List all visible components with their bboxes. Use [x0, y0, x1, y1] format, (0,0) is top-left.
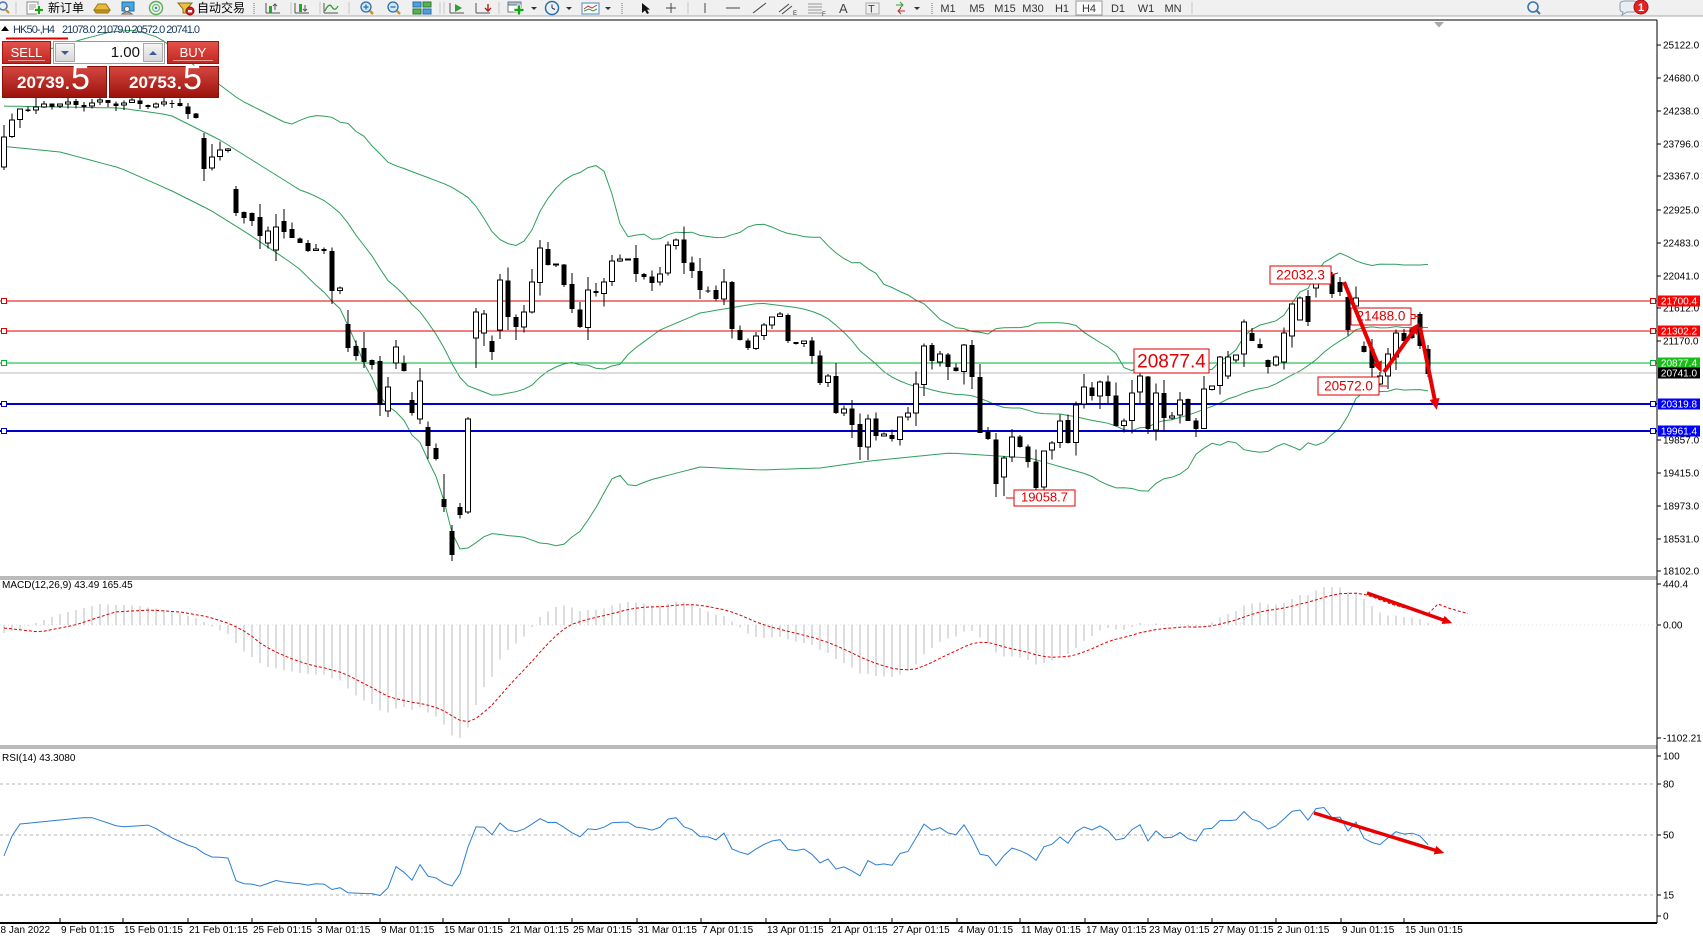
svg-text:20741.0: 20741.0: [1661, 369, 1698, 380]
svg-text:F: F: [822, 12, 826, 18]
svg-text:13 Apr 01:15: 13 Apr 01:15: [767, 925, 824, 936]
svg-text:50: 50: [1663, 831, 1675, 842]
svg-text:HK50-,H4: HK50-,H4: [13, 24, 55, 36]
svg-text:27 May 01:15: 27 May 01:15: [1213, 925, 1274, 936]
svg-text:25122.0: 25122.0: [1663, 41, 1700, 52]
svg-text:M1: M1: [940, 3, 955, 15]
svg-text:21302.2: 21302.2: [1661, 327, 1698, 338]
svg-text:1: 1: [1638, 2, 1644, 14]
svg-text:19961.4: 19961.4: [1661, 427, 1698, 438]
svg-text:24680.0: 24680.0: [1663, 74, 1700, 85]
svg-text:15 Feb 01:15: 15 Feb 01:15: [124, 925, 183, 936]
svg-text:H4: H4: [1082, 3, 1096, 15]
svg-text:25 Mar 01:15: 25 Mar 01:15: [573, 925, 632, 936]
svg-text:20877.4: 20877.4: [1137, 352, 1206, 373]
svg-text:24238.0: 24238.0: [1663, 107, 1700, 118]
svg-text:18102.0: 18102.0: [1663, 567, 1700, 578]
svg-text:M5: M5: [969, 3, 984, 15]
svg-text:9 Mar 01:15: 9 Mar 01:15: [381, 925, 435, 936]
svg-text:W1: W1: [1138, 3, 1155, 15]
svg-text:23367.0: 23367.0: [1663, 172, 1700, 183]
svg-text:21 Feb 01:15: 21 Feb 01:15: [189, 925, 248, 936]
svg-text:15 Jun 01:15: 15 Jun 01:15: [1405, 925, 1463, 936]
svg-text:9 Jun 01:15: 9 Jun 01:15: [1342, 925, 1395, 936]
svg-text:15: 15: [1663, 891, 1675, 902]
svg-text:M15: M15: [994, 3, 1015, 15]
svg-text:21488.0: 21488.0: [1357, 309, 1406, 324]
svg-text:20877.4: 20877.4: [1661, 359, 1698, 370]
svg-text:0.00: 0.00: [1663, 621, 1683, 632]
svg-text:A: A: [839, 1, 848, 16]
svg-text:21170.0: 21170.0: [1663, 337, 1699, 348]
svg-text:22041.0: 22041.0: [1663, 272, 1700, 283]
svg-text:21612.0: 21612.0: [1663, 304, 1700, 315]
svg-text:21078.0 21079.0 20572.0 20741.: 21078.0 21079.0 20572.0 20741.0: [62, 24, 200, 36]
svg-text:23 May 01:15: 23 May 01:15: [1149, 925, 1210, 936]
svg-text:11 May 01:15: 11 May 01:15: [1021, 925, 1081, 936]
svg-text:自动交易: 自动交易: [197, 0, 245, 15]
svg-text:18973.0: 18973.0: [1663, 502, 1700, 513]
svg-text:22925.0: 22925.0: [1663, 206, 1700, 217]
svg-text:20319.8: 20319.8: [1661, 400, 1698, 411]
svg-text:RSI(14) 43.3080: RSI(14) 43.3080: [2, 753, 76, 764]
svg-text:H1: H1: [1055, 3, 1069, 15]
svg-text:17 May 01:15: 17 May 01:15: [1086, 925, 1147, 936]
svg-text:27 Apr 01:15: 27 Apr 01:15: [893, 925, 950, 936]
svg-text:MACD(12,26,9) 43.49 165.45: MACD(12,26,9) 43.49 165.45: [2, 580, 133, 591]
svg-text:新订单: 新订单: [48, 0, 84, 15]
svg-text:100: 100: [1663, 752, 1680, 763]
svg-text:23796.0: 23796.0: [1663, 140, 1700, 151]
svg-text:4 May 01:15: 4 May 01:15: [958, 925, 1013, 936]
svg-text:D1: D1: [1111, 3, 1125, 15]
svg-text:18531.0: 18531.0: [1663, 535, 1700, 546]
svg-text:440.4: 440.4: [1663, 580, 1688, 591]
svg-text:9 Feb 01:15: 9 Feb 01:15: [61, 925, 115, 936]
svg-text:20572.0: 20572.0: [1324, 379, 1373, 394]
svg-text:19415.0: 19415.0: [1663, 469, 1700, 480]
svg-text:T: T: [868, 4, 875, 16]
svg-text:MN: MN: [1164, 3, 1181, 15]
svg-text:0: 0: [1663, 912, 1669, 923]
svg-text:M30: M30: [1022, 3, 1043, 15]
svg-text:21 Apr 01:15: 21 Apr 01:15: [831, 925, 888, 936]
svg-text:15 Mar 01:15: 15 Mar 01:15: [444, 925, 503, 936]
svg-text:22032.3: 22032.3: [1276, 268, 1325, 283]
svg-text:19058.7: 19058.7: [1021, 490, 1068, 505]
svg-text:3 Mar 01:15: 3 Mar 01:15: [317, 925, 371, 936]
svg-text:25 Feb 01:15: 25 Feb 01:15: [253, 925, 312, 936]
svg-text:28 Jan 2022: 28 Jan 2022: [0, 925, 50, 936]
svg-text:19857.0: 19857.0: [1663, 436, 1700, 447]
svg-text:22483.0: 22483.0: [1663, 239, 1700, 250]
svg-text:21700.4: 21700.4: [1661, 297, 1698, 308]
svg-text:E: E: [793, 11, 797, 17]
svg-text:-1102.21: -1102.21: [1663, 734, 1702, 745]
svg-text:80: 80: [1663, 780, 1675, 791]
svg-text:31 Mar 01:15: 31 Mar 01:15: [638, 925, 697, 936]
svg-text:2 Jun 01:15: 2 Jun 01:15: [1277, 925, 1330, 936]
svg-text:7 Apr 01:15: 7 Apr 01:15: [702, 925, 754, 936]
svg-text:21 Mar 01:15: 21 Mar 01:15: [510, 925, 569, 936]
